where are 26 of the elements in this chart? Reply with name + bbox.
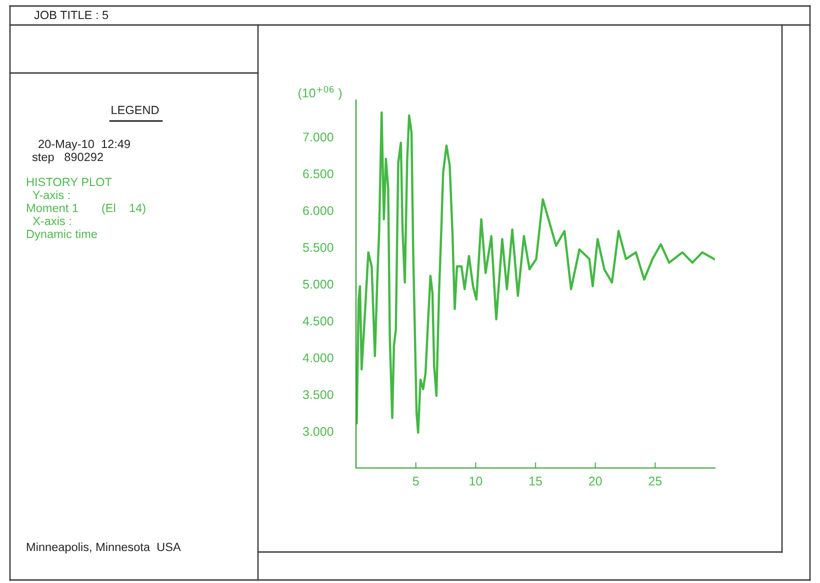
x-tick-label: 10 [470,476,482,486]
text: Moment 1 (El 14) [26,203,146,214]
text: JOB TITLE : 5 [34,10,108,20]
y-tick-label: 5.500 [303,243,334,252]
text: 20-May-10 12:49 [38,140,130,150]
x-tick-label: 5 [412,476,419,486]
text: step 890292 [32,152,103,164]
text: LEGEND [112,106,159,114]
y-tick-label: 3.500 [302,390,334,400]
text: HISTORY PLOT [26,178,112,186]
text: Minneapolis, Minnesota USA [26,542,181,554]
y-tick-label: 5.000 [303,280,334,289]
x-tick-label: 25 [648,476,662,486]
text: Dynamic time [26,229,97,240]
y-axis-title: (10$^{+06}$ ) [298,86,342,100]
y-tick-label: 4.000 [302,353,334,362]
y-tick-label: 3.000 [302,427,334,436]
y-tick-label: 6.500 [303,169,334,178]
x-tick-label: 15 [530,476,542,486]
y-tick-label: 7.000 [303,132,334,142]
y-tick-label: 6.000 [303,206,334,216]
text: X-axis : [32,216,71,226]
line-series [356,111,715,434]
text: Y-axis : [32,190,70,200]
x-tick-label: 20 [589,476,602,486]
y-tick-label: 4.500 [302,316,334,326]
